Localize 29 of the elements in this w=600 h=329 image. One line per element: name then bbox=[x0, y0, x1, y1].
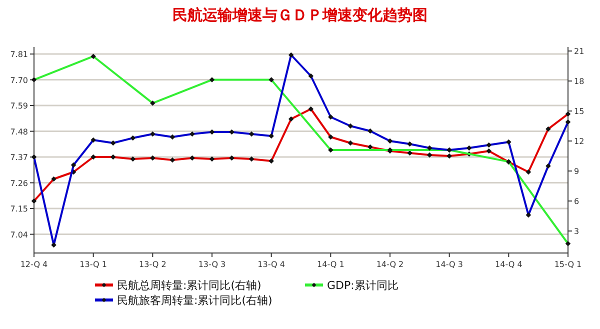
x-tick-label: 13-Q 2 bbox=[139, 260, 166, 269]
y2-tick-label: 21 bbox=[574, 47, 584, 56]
x-tick-label: 13-Q 4 bbox=[258, 260, 285, 269]
legend-label: 民航旅客周转量:累计同比(右轴) bbox=[117, 294, 272, 307]
legend-label: GDP:累计同比 bbox=[327, 279, 398, 292]
x-tick-label: 12-Q 4 bbox=[20, 260, 48, 269]
y-tick-label: 7.37 bbox=[10, 153, 28, 162]
x-tick-label: 13-Q 3 bbox=[198, 260, 226, 269]
y-tick-label: 7.48 bbox=[10, 127, 28, 136]
x-tick-label: 14-Q 4 bbox=[495, 260, 522, 269]
y-tick-label: 7.81 bbox=[10, 50, 28, 60]
x-tick-label: 15-Q 1 bbox=[554, 260, 582, 269]
y2-tick-label: 3 bbox=[574, 227, 580, 236]
y-tick-label: 7.26 bbox=[10, 178, 28, 188]
y-tick-label: 7.04 bbox=[10, 230, 28, 240]
x-tick-label: 14-Q 1 bbox=[317, 260, 344, 269]
chart-title: 民航运输增速与ＧＤＰ增速变化趋势图 bbox=[172, 6, 428, 24]
y-tick-label: 7.70 bbox=[10, 76, 28, 85]
x-tick-label: 13-Q 1 bbox=[80, 260, 107, 269]
y-tick-label: 7.15 bbox=[10, 204, 28, 214]
x-tick-label: 14-Q 3 bbox=[436, 260, 463, 269]
y2-tick-label: 6 bbox=[574, 197, 580, 206]
y2-tick-label: 18 bbox=[574, 77, 584, 86]
legend-label: 民航总周转量:累计同比(右轴) bbox=[117, 279, 262, 292]
y2-tick-label: 9 bbox=[574, 167, 580, 176]
y2-tick-label: 12 bbox=[574, 137, 584, 146]
x-tick-label: 14-Q 2 bbox=[376, 260, 404, 269]
y-tick-label: 7.59 bbox=[10, 102, 28, 111]
y2-tick-label: 15 bbox=[574, 107, 584, 116]
